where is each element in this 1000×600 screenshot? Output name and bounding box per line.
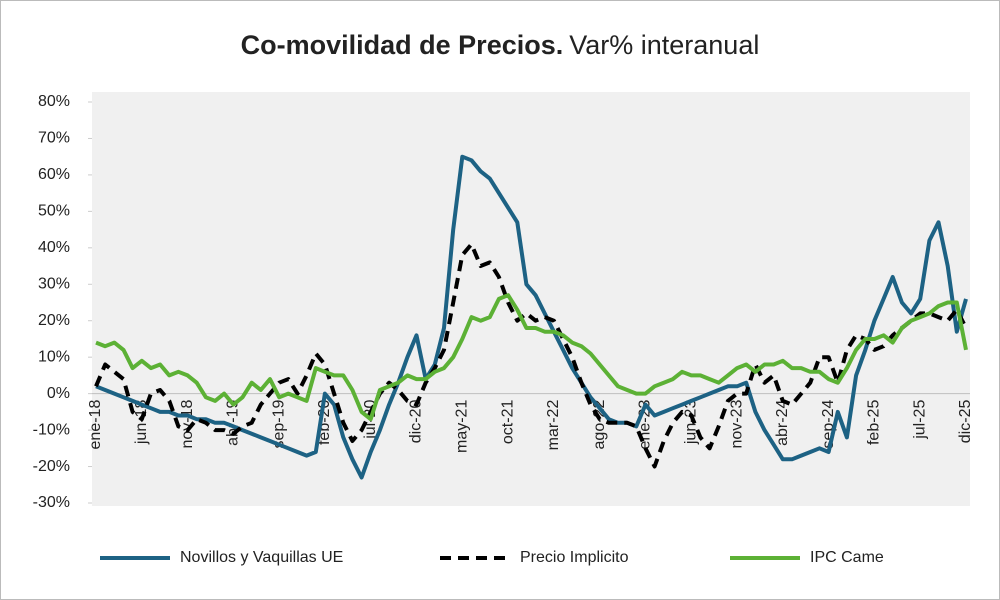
- series-line: [94, 242, 968, 469]
- series-line: [95, 293, 968, 422]
- x-tick-label: jul-25: [911, 400, 928, 440]
- y-tick-label: 50%: [38, 203, 70, 220]
- y-tick-label: 20%: [38, 312, 70, 329]
- plot-area: [92, 92, 970, 506]
- y-tick-label: -10%: [33, 421, 70, 438]
- legend: Novillos y Vaquillas UE Precio Implicito I…: [100, 549, 884, 566]
- x-tick-label: feb-25: [866, 400, 883, 445]
- x-tick-label: mar-22: [545, 400, 562, 451]
- lines: [94, 154, 968, 480]
- y-tick-label: 0%: [47, 385, 70, 402]
- x-tick-label: abr-19: [225, 400, 242, 446]
- y-tick-label: 70%: [38, 130, 70, 147]
- x-tick-label: nov-18: [179, 400, 196, 449]
- x-tick-label: jun-18: [133, 400, 150, 446]
- legend-label: Precio Implicito: [520, 549, 629, 566]
- x-tick-label: abr-24: [774, 400, 791, 446]
- legend-label: Novillos y Vaquillas UE: [180, 549, 343, 566]
- chart-subtitle: Var% interanual: [569, 30, 759, 60]
- x-tick-label: dic-20: [408, 400, 425, 444]
- y-tick-label: 80%: [38, 93, 70, 110]
- y-tick-label: 60%: [38, 166, 70, 183]
- y-tick-label: 10%: [38, 348, 70, 365]
- chart-title-group: Co-movilidad de Precios. Var% interanual: [241, 30, 760, 60]
- legend-label: IPC Came: [810, 549, 884, 566]
- y-tick-label: 40%: [38, 239, 70, 256]
- x-tick-label: nov-23: [728, 400, 745, 449]
- y-tick-label: -30%: [33, 494, 70, 511]
- x-tick-label: jun-23: [682, 400, 699, 446]
- y-tick-label: -20%: [33, 458, 70, 475]
- x-tick-label: oct-21: [499, 400, 516, 445]
- x-tick-label: ene-18: [87, 400, 104, 450]
- y-tick-label: 30%: [38, 275, 70, 292]
- x-tick-label: may-21: [454, 400, 471, 453]
- x-tick-label: sep-19: [270, 400, 287, 449]
- chart-title: Co-movilidad de Precios.: [241, 30, 564, 60]
- x-tick-label: dic-25: [957, 400, 974, 444]
